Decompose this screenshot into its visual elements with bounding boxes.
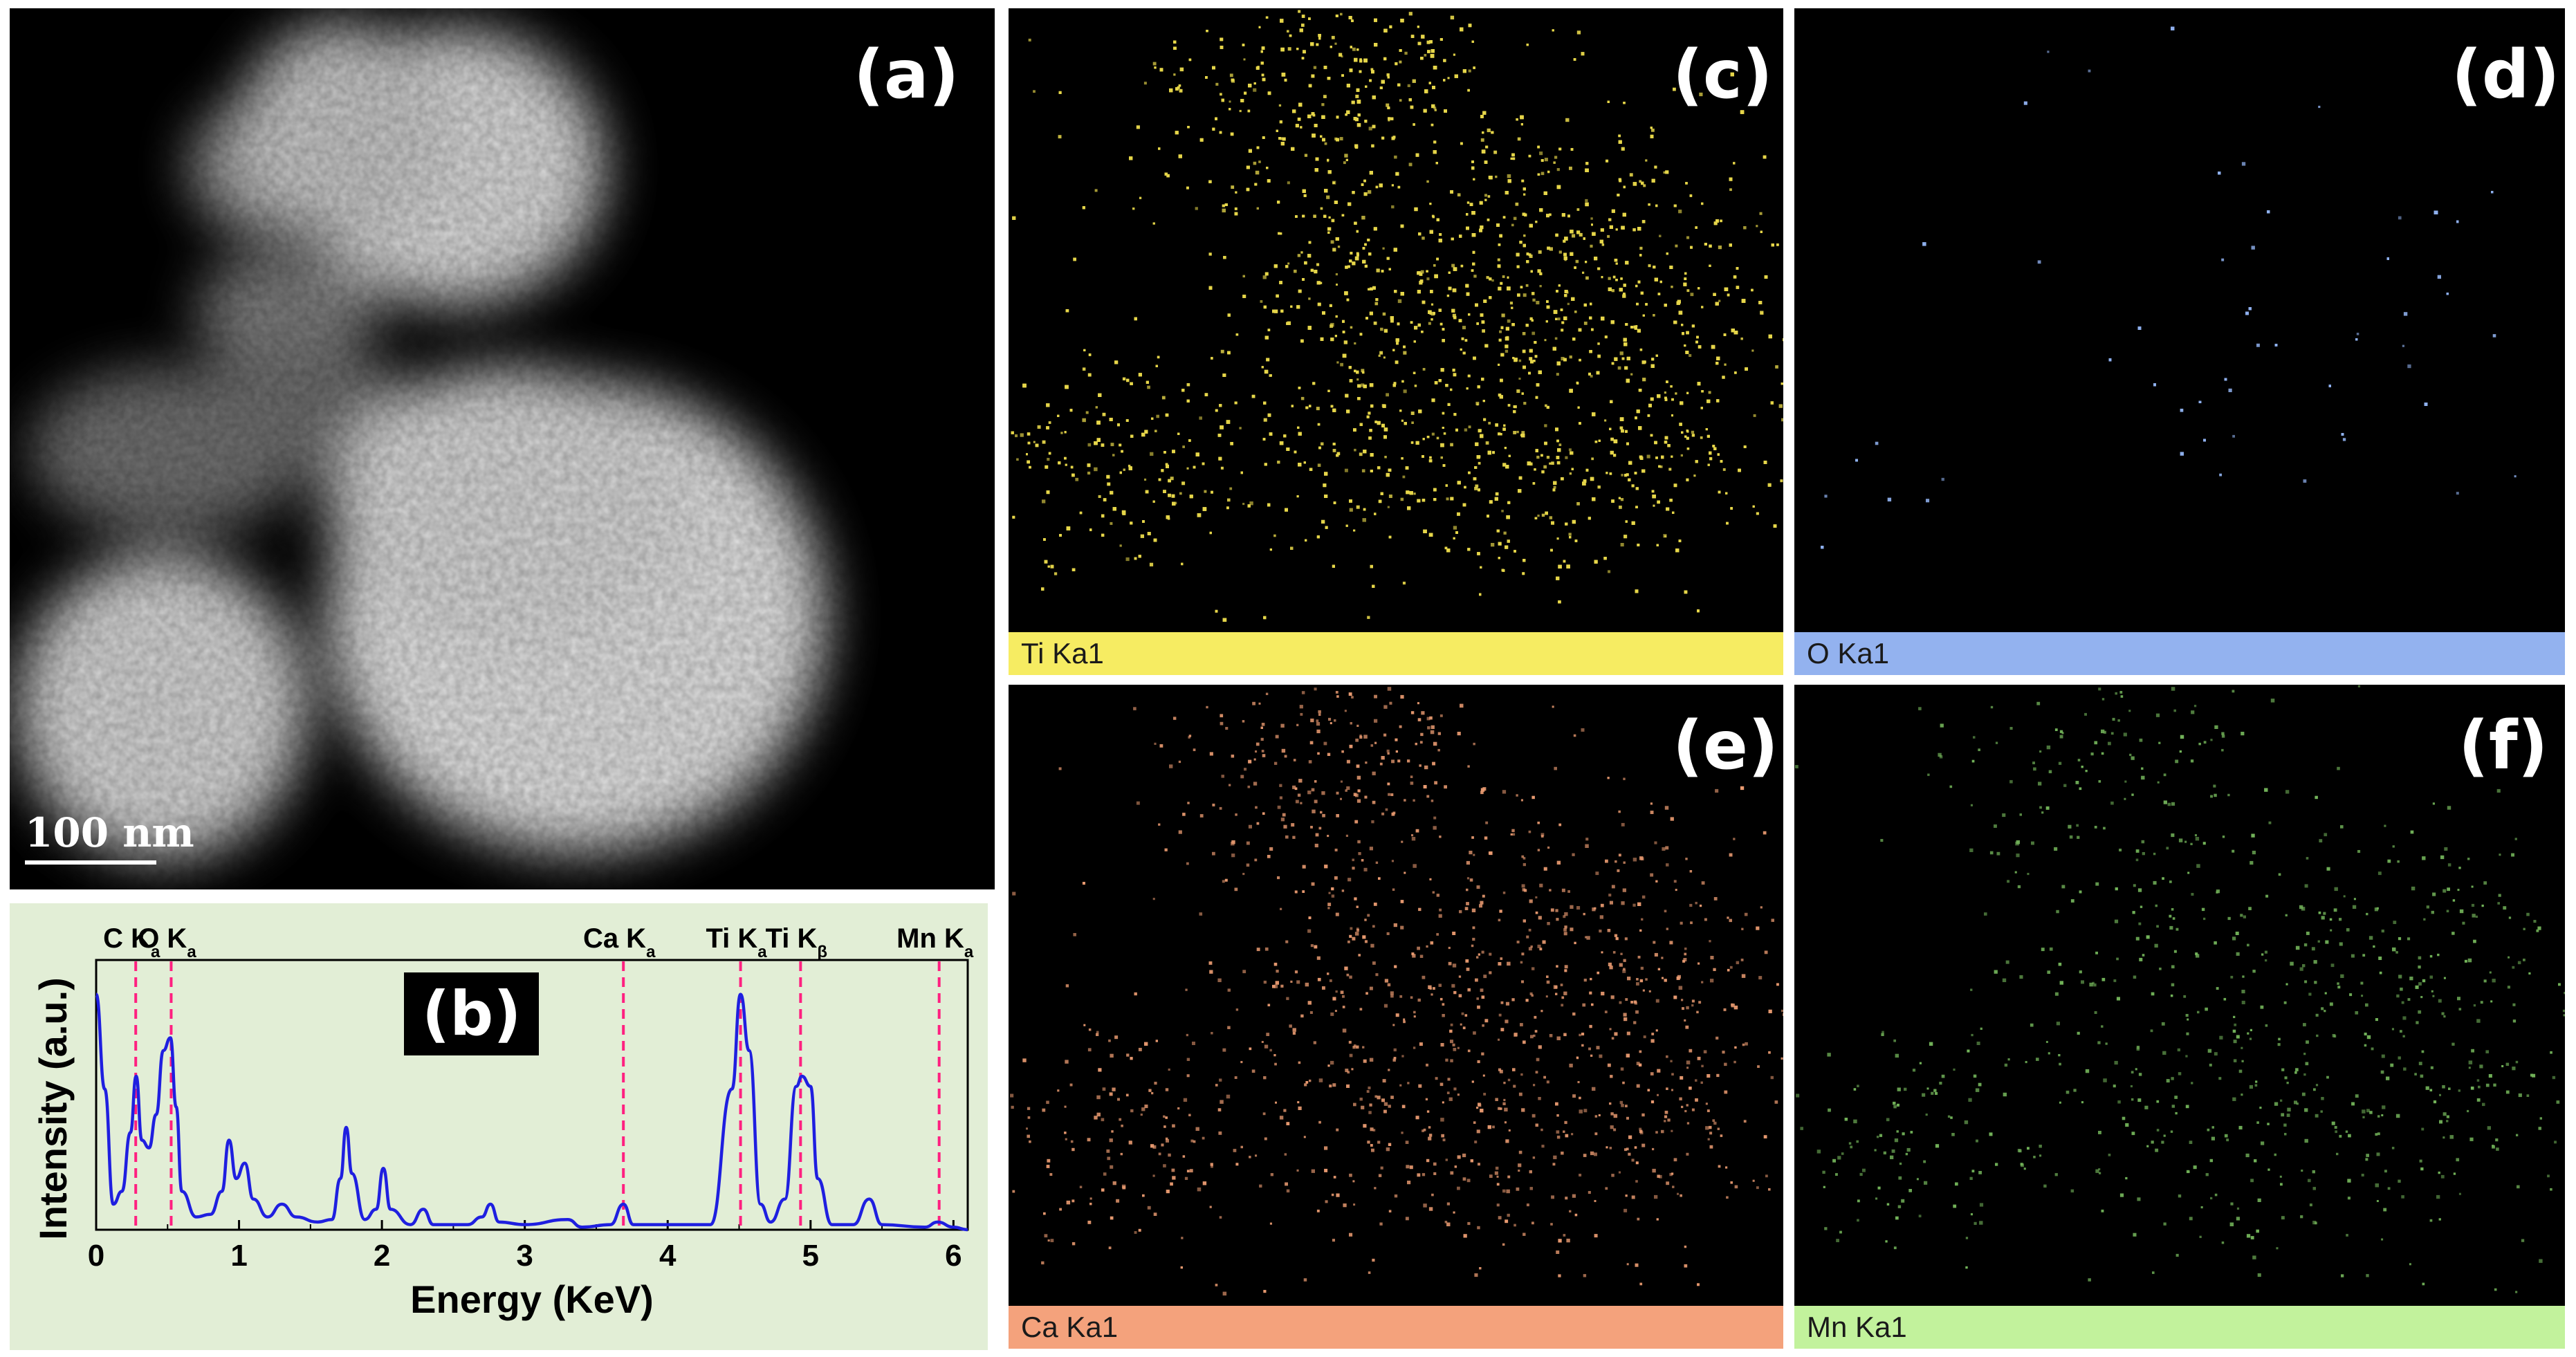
map-signal-dots [1010, 687, 1783, 1296]
ti-elemental-map [1011, 10, 1783, 622]
panel-d-label: (d) [2451, 36, 2560, 113]
o-map-panel: (d) O Ka1 [1794, 8, 2565, 675]
ti-map-label-bar: Ti Ka1 [1009, 632, 1783, 675]
ca-map-label-bar: Ca Ka1 [1009, 1306, 1783, 1349]
ti-map-panel: (c) Ti Ka1 [1009, 8, 1783, 675]
ca-map-panel: (e) Ca Ka1 [1009, 685, 1783, 1349]
x-tick-label: 1 [230, 1239, 247, 1273]
peak-marker-label: Ca Ka [583, 923, 656, 961]
panel-f-label: (f) [2458, 707, 2548, 784]
scale-bar-line [25, 860, 156, 865]
mn-map-label-bar: Mn Ka1 [1794, 1306, 2565, 1349]
peak-marker-label: O Ka [138, 923, 196, 961]
x-axis-label: Energy (KeV) [410, 1277, 654, 1321]
map-signal-dots [1821, 26, 2517, 549]
peak-marker-label: Ti Kβ [766, 923, 827, 961]
peak-marker-label: Ti Ka [706, 923, 767, 961]
mn-elemental-map [1795, 685, 2565, 1293]
panel-b-label: (b) [404, 972, 540, 1055]
x-tick-label: 2 [374, 1239, 390, 1273]
ca-elemental-map [1010, 687, 1783, 1296]
x-tick-label: 5 [802, 1239, 819, 1273]
eds-spectrum-panel: 0 1 2 3 4 5 6 Energy (KeV) Intensity (a.u.) C Ka O… [10, 903, 988, 1350]
panel-e-label: (e) [1673, 707, 1778, 784]
panel-a-label: (a) [854, 36, 959, 113]
stem-image [10, 8, 995, 889]
map-signal-dots [1795, 685, 2565, 1293]
map-signal-dots [1011, 10, 1783, 622]
x-tick-label: 4 [659, 1239, 677, 1273]
panel-c-label: (c) [1673, 36, 1773, 113]
x-tick-label: 6 [945, 1239, 962, 1273]
y-axis-label: Intensity (a.u.) [31, 977, 75, 1240]
mn-map-panel: (f) Mn Ka1 [1794, 685, 2565, 1349]
stem-image-panel: (a) 100 nm [10, 8, 995, 889]
scale-bar-label: 100 nm [25, 809, 194, 856]
plot-frame [95, 959, 969, 1231]
x-tick-label: 0 [88, 1239, 104, 1273]
x-tick-label: 3 [516, 1239, 533, 1273]
o-elemental-map [1821, 26, 2517, 549]
spectrum-line [94, 993, 968, 1232]
o-map-label-bar: O Ka1 [1794, 632, 2565, 675]
peak-marker-label: Mn Ka [896, 923, 974, 961]
